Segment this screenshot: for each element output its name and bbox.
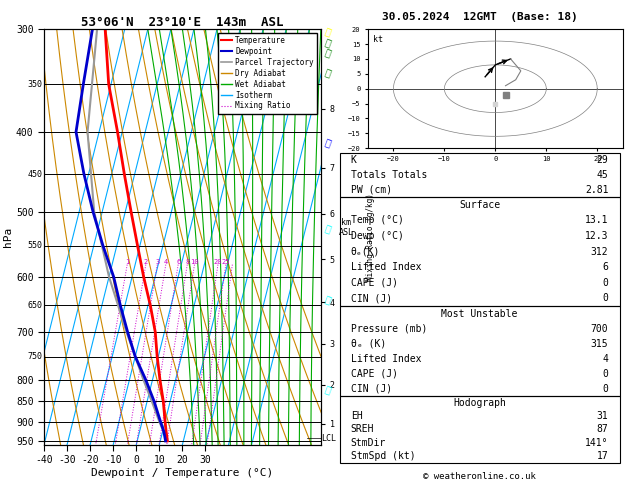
- Text: 0: 0: [603, 383, 608, 394]
- Text: 3: 3: [155, 259, 159, 265]
- Y-axis label: km
ASL: km ASL: [338, 218, 353, 237]
- Text: 141°: 141°: [585, 438, 608, 448]
- Text: 700: 700: [591, 324, 608, 334]
- Text: ≫: ≫: [324, 25, 333, 37]
- Text: LCL: LCL: [321, 434, 336, 443]
- Text: CAPE (J): CAPE (J): [351, 278, 398, 288]
- Text: CIN (J): CIN (J): [351, 294, 392, 303]
- Text: 25: 25: [221, 259, 230, 265]
- Text: ≫: ≫: [324, 384, 333, 395]
- Text: 450: 450: [28, 170, 43, 178]
- Text: 312: 312: [591, 246, 608, 257]
- Text: 4: 4: [603, 354, 608, 364]
- Text: 8: 8: [185, 259, 189, 265]
- Text: StmDir: StmDir: [351, 438, 386, 448]
- Text: CIN (J): CIN (J): [351, 383, 392, 394]
- Text: 6: 6: [176, 259, 181, 265]
- Text: Surface: Surface: [459, 200, 500, 209]
- Text: 31: 31: [597, 411, 608, 421]
- Text: 0: 0: [603, 294, 608, 303]
- Text: 4: 4: [164, 259, 168, 265]
- Text: Temp (°C): Temp (°C): [351, 215, 404, 226]
- Text: © weatheronline.co.uk: © weatheronline.co.uk: [423, 472, 536, 481]
- Text: Totals Totals: Totals Totals: [351, 170, 427, 180]
- X-axis label: Dewpoint / Temperature (°C): Dewpoint / Temperature (°C): [91, 468, 274, 478]
- Text: 2.81: 2.81: [585, 185, 608, 194]
- Text: Dewp (°C): Dewp (°C): [351, 231, 404, 241]
- Text: 45: 45: [597, 170, 608, 180]
- Text: 550: 550: [28, 241, 43, 250]
- Text: PW (cm): PW (cm): [351, 185, 392, 194]
- Text: Lifted Index: Lifted Index: [351, 262, 421, 272]
- Text: 10: 10: [190, 259, 199, 265]
- Text: 0: 0: [603, 368, 608, 379]
- Text: θₑ(K): θₑ(K): [351, 246, 381, 257]
- Text: K: K: [351, 156, 357, 165]
- Legend: Temperature, Dewpoint, Parcel Trajectory, Dry Adiabat, Wet Adiabat, Isotherm, Mi: Temperature, Dewpoint, Parcel Trajectory…: [218, 33, 317, 114]
- Text: Lifted Index: Lifted Index: [351, 354, 421, 364]
- Text: 6: 6: [603, 262, 608, 272]
- Text: 20: 20: [214, 259, 222, 265]
- Text: kt: kt: [373, 35, 383, 44]
- Text: SREH: SREH: [351, 424, 374, 434]
- Text: 350: 350: [28, 80, 43, 89]
- Text: 29: 29: [597, 156, 608, 165]
- Y-axis label: hPa: hPa: [3, 227, 13, 247]
- Text: 2: 2: [143, 259, 148, 265]
- Text: 17: 17: [597, 451, 608, 461]
- Text: 87: 87: [597, 424, 608, 434]
- Text: 13.1: 13.1: [585, 215, 608, 226]
- Text: ≫: ≫: [324, 67, 333, 78]
- Text: ≫: ≫: [324, 136, 333, 148]
- Text: θₑ (K): θₑ (K): [351, 339, 386, 348]
- Text: 30.05.2024  12GMT  (Base: 18): 30.05.2024 12GMT (Base: 18): [382, 12, 577, 22]
- Text: StmSpd (kt): StmSpd (kt): [351, 451, 416, 461]
- Text: 750: 750: [28, 352, 43, 361]
- Text: ≫: ≫: [324, 47, 333, 58]
- Text: 315: 315: [591, 339, 608, 348]
- Text: EH: EH: [351, 411, 362, 421]
- Text: 12.3: 12.3: [585, 231, 608, 241]
- Text: CAPE (J): CAPE (J): [351, 368, 398, 379]
- Text: Hodograph: Hodograph: [453, 398, 506, 408]
- Text: Most Unstable: Most Unstable: [442, 309, 518, 319]
- Title: 53°06'N  23°10'E  143m  ASL: 53°06'N 23°10'E 143m ASL: [81, 16, 284, 29]
- Text: ≫: ≫: [324, 37, 333, 48]
- Text: ≫: ≫: [324, 223, 333, 234]
- Text: Pressure (mb): Pressure (mb): [351, 324, 427, 334]
- Text: 650: 650: [28, 301, 43, 310]
- Text: Mixing Ratio (g/kg): Mixing Ratio (g/kg): [366, 193, 375, 281]
- Text: 0: 0: [603, 278, 608, 288]
- Text: 1: 1: [125, 259, 130, 265]
- Text: ≫: ≫: [324, 294, 333, 306]
